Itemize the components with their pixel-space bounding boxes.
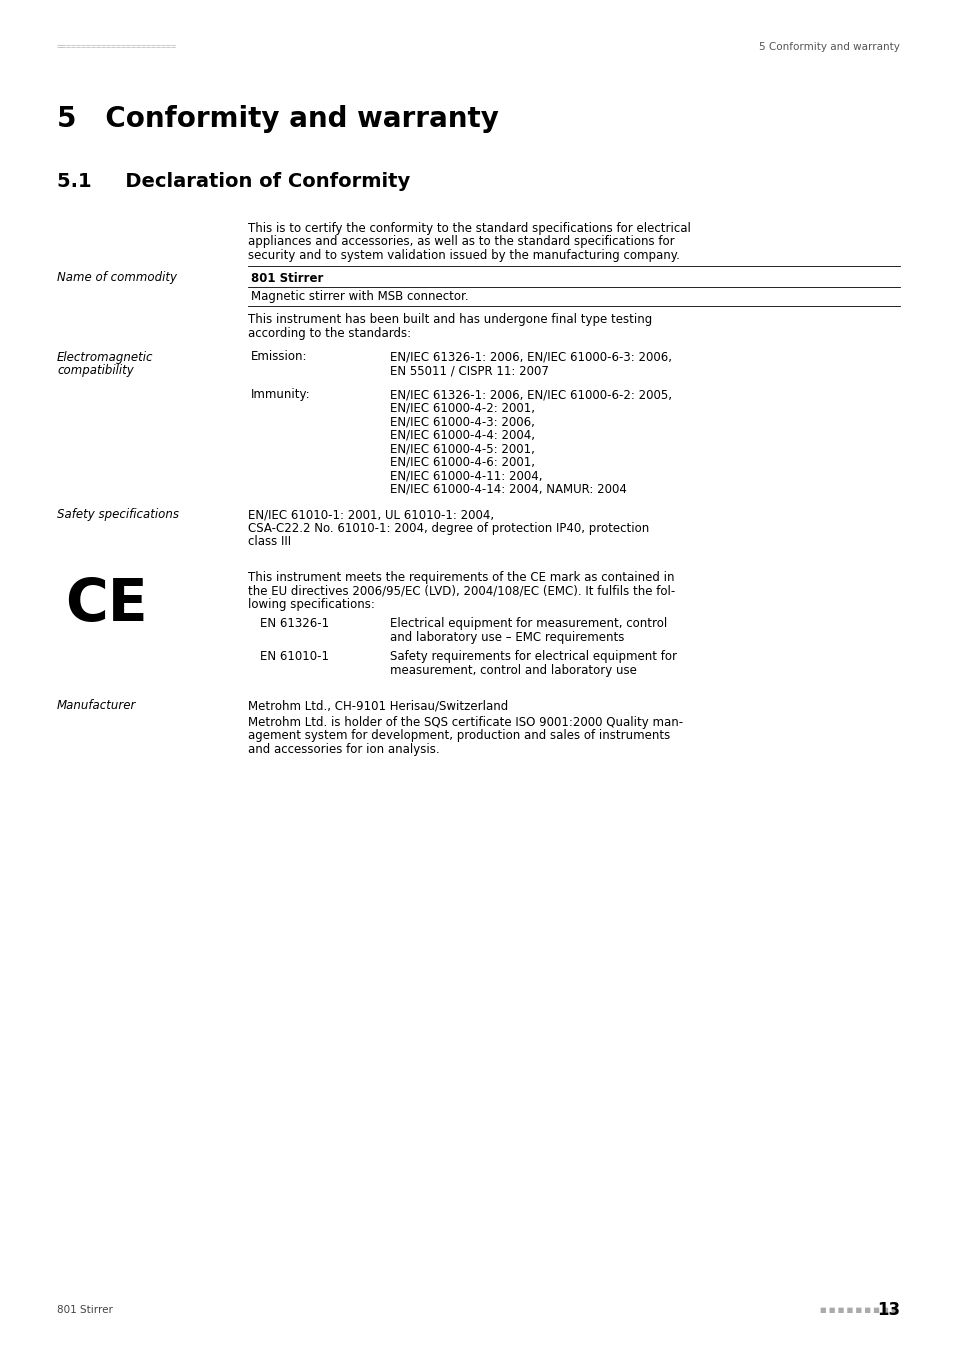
Text: agement system for development, production and sales of instruments: agement system for development, producti… (248, 729, 670, 742)
Text: 5   Conformity and warranty: 5 Conformity and warranty (57, 105, 498, 134)
Text: Safety specifications: Safety specifications (57, 509, 179, 521)
Text: Magnetic stirrer with MSB connector.: Magnetic stirrer with MSB connector. (251, 290, 468, 302)
Text: EN/IEC 61000-4-11: 2004,: EN/IEC 61000-4-11: 2004, (390, 470, 542, 482)
Text: CSA-C22.2 No. 61010-1: 2004, degree of protection IP40, protection: CSA-C22.2 No. 61010-1: 2004, degree of p… (248, 522, 649, 535)
Text: EN 61326-1: EN 61326-1 (260, 617, 329, 630)
Text: Manufacturer: Manufacturer (57, 699, 136, 713)
Text: EN/IEC 61000-4-2: 2001,: EN/IEC 61000-4-2: 2001, (390, 402, 535, 414)
Text: Electrical equipment for measurement, control: Electrical equipment for measurement, co… (390, 617, 666, 630)
Text: Immunity:: Immunity: (251, 389, 311, 401)
Text: EN/IEC 61000-4-3: 2006,: EN/IEC 61000-4-3: 2006, (390, 416, 535, 428)
Text: 13: 13 (876, 1301, 899, 1319)
Text: EN/IEC 61000-4-6: 2001,: EN/IEC 61000-4-6: 2001, (390, 456, 535, 468)
Text: appliances and accessories, as well as to the standard specifications for: appliances and accessories, as well as t… (248, 235, 674, 248)
Text: lowing specifications:: lowing specifications: (248, 598, 375, 610)
Text: measurement, control and laboratory use: measurement, control and laboratory use (390, 664, 637, 676)
Text: Name of commodity: Name of commodity (57, 271, 177, 285)
Text: ========================: ======================== (57, 42, 177, 51)
Text: according to the standards:: according to the standards: (248, 327, 411, 340)
Text: EN 55011 / CISPR 11: 2007: EN 55011 / CISPR 11: 2007 (390, 364, 548, 377)
Text: security and to system validation issued by the manufacturing company.: security and to system validation issued… (248, 248, 679, 262)
Text: Metrohm Ltd., CH-9101 Herisau/Switzerland: Metrohm Ltd., CH-9101 Herisau/Switzerlan… (248, 699, 508, 713)
Text: EN/IEC 61000-4-14: 2004, NAMUR: 2004: EN/IEC 61000-4-14: 2004, NAMUR: 2004 (390, 483, 626, 495)
Text: CE: CE (65, 576, 148, 633)
Text: the EU directives 2006/95/EC (LVD), 2004/108/EC (EMC). It fulfils the fol-: the EU directives 2006/95/EC (LVD), 2004… (248, 585, 675, 597)
Text: Safety requirements for electrical equipment for: Safety requirements for electrical equip… (390, 651, 677, 663)
Text: EN 61010-1: EN 61010-1 (260, 651, 329, 663)
Text: compatibility: compatibility (57, 364, 133, 377)
Text: This instrument meets the requirements of the CE mark as contained in: This instrument meets the requirements o… (248, 571, 674, 583)
Text: EN/IEC 61010-1: 2001, UL 61010-1: 2004,: EN/IEC 61010-1: 2001, UL 61010-1: 2004, (248, 509, 494, 521)
Text: EN/IEC 61000-4-4: 2004,: EN/IEC 61000-4-4: 2004, (390, 429, 535, 441)
Text: Electromagnetic: Electromagnetic (57, 351, 153, 363)
Text: 801 Stirrer: 801 Stirrer (57, 1305, 112, 1315)
Text: EN/IEC 61326-1: 2006, EN/IEC 61000-6-2: 2005,: EN/IEC 61326-1: 2006, EN/IEC 61000-6-2: … (390, 389, 671, 401)
Text: 801 Stirrer: 801 Stirrer (251, 271, 323, 285)
Text: 5 Conformity and warranty: 5 Conformity and warranty (759, 42, 899, 53)
Text: EN/IEC 61326-1: 2006, EN/IEC 61000-6-3: 2006,: EN/IEC 61326-1: 2006, EN/IEC 61000-6-3: … (390, 351, 671, 363)
Text: This is to certify the conformity to the standard specifications for electrical: This is to certify the conformity to the… (248, 221, 690, 235)
Text: and accessories for ion analysis.: and accessories for ion analysis. (248, 743, 439, 756)
Text: 5.1     Declaration of Conformity: 5.1 Declaration of Conformity (57, 171, 410, 190)
Text: and laboratory use – EMC requirements: and laboratory use – EMC requirements (390, 630, 623, 644)
Text: Emission:: Emission: (251, 351, 307, 363)
Text: ■ ■ ■ ■ ■ ■ ■ ■ ■: ■ ■ ■ ■ ■ ■ ■ ■ ■ (820, 1307, 897, 1314)
Text: EN/IEC 61000-4-5: 2001,: EN/IEC 61000-4-5: 2001, (390, 443, 535, 455)
Text: class III: class III (248, 536, 291, 548)
Text: This instrument has been built and has undergone final type testing: This instrument has been built and has u… (248, 313, 652, 327)
Text: Metrohm Ltd. is holder of the SQS certificate ISO 9001:2000 Quality man-: Metrohm Ltd. is holder of the SQS certif… (248, 716, 682, 729)
